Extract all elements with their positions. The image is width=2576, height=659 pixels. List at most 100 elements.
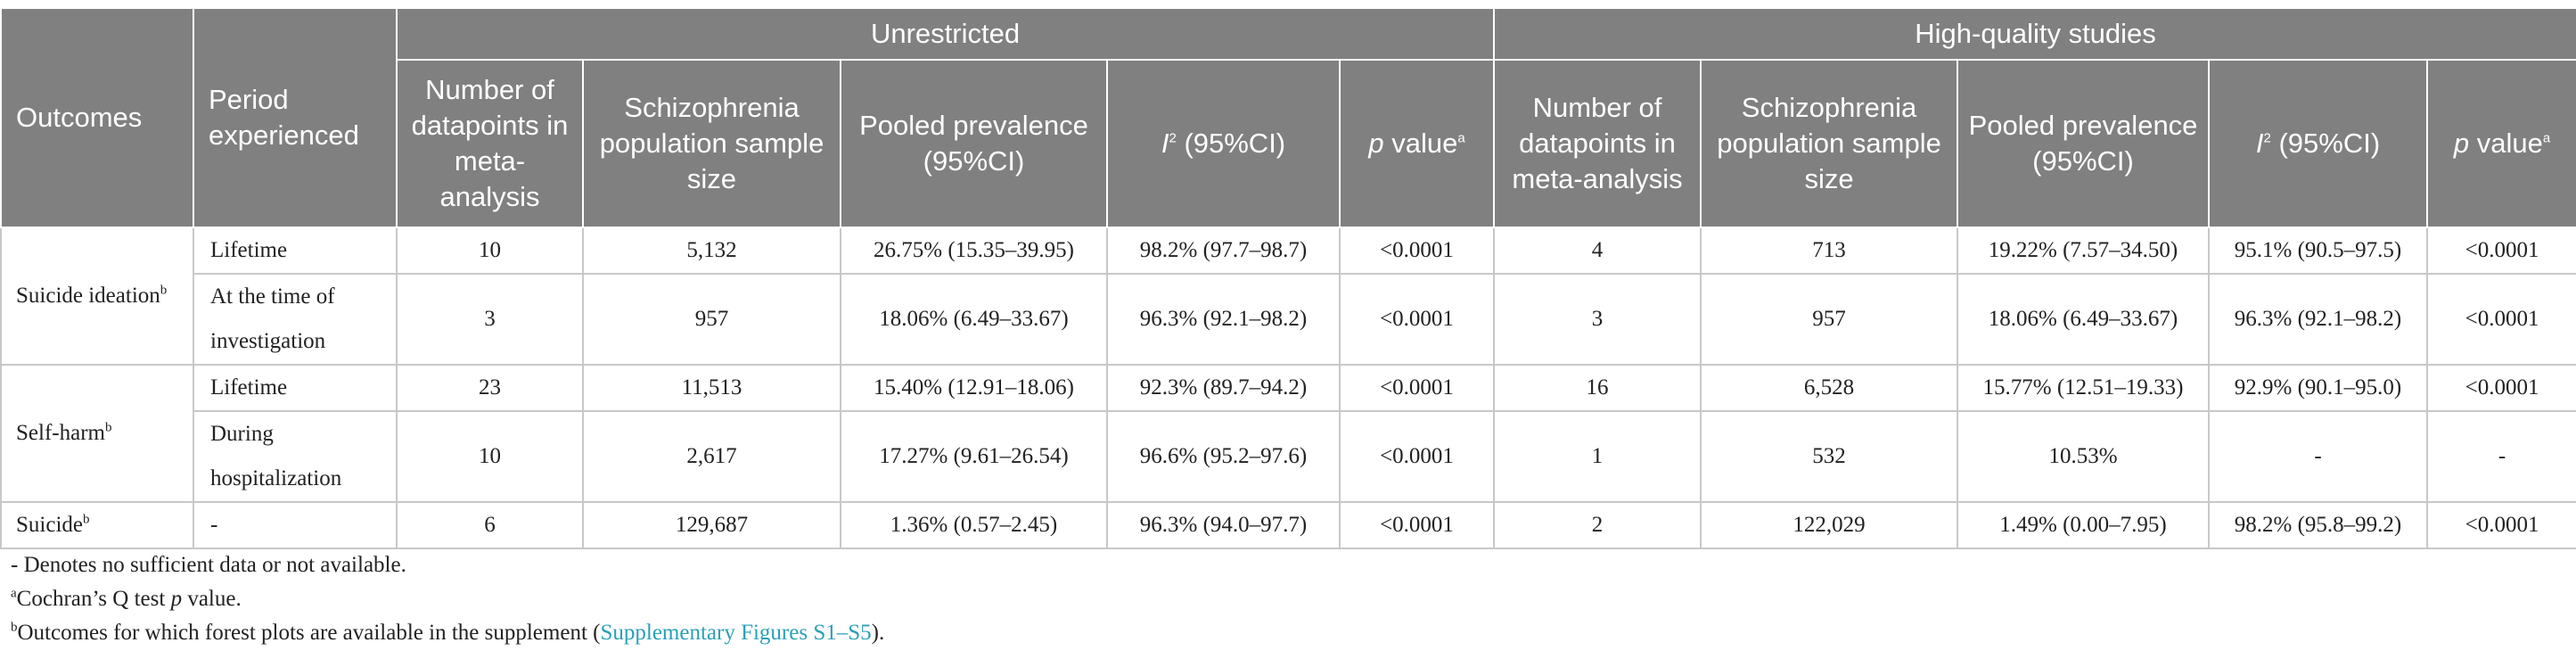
p-letter: p (2453, 128, 2470, 159)
h-datapoints-cell: 2 (1493, 501, 1702, 549)
u-p-cell: <0.0001 (1338, 410, 1496, 503)
footnote-a-pre: Cochran’s Q test (16, 587, 171, 611)
u-pooled-cell: 26.75% (15.35–39.95) (840, 227, 1108, 275)
h-i2-cell: 95.1% (90.5–97.5) (2208, 227, 2429, 275)
i2-sup: 2 (1169, 130, 1177, 146)
outcome-cell: Suicideb (0, 501, 194, 549)
header-h-datapoints: Number of datapoints in meta-analysis (1493, 59, 1702, 228)
u-pooled-cell: 18.06% (6.49–33.67) (840, 273, 1108, 366)
u-pooled-cell: 15.40% (12.91–18.06) (840, 364, 1108, 412)
outcome-cell: Suicide ideationb (0, 227, 194, 366)
h-p-cell: <0.0001 (2426, 501, 2576, 549)
h-datapoints-cell: 16 (1493, 364, 1702, 412)
table-row: During hospitalization 10 2,617 17.27% (… (1, 410, 2576, 503)
h-p-cell: <0.0001 (2426, 227, 2576, 275)
prevalence-table: Outcomes Period experienced Unrestricted… (0, 7, 2576, 549)
table-row: Suicideb - 6 129,687 1.36% (0.57–2.45) 9… (0, 501, 2576, 549)
u-datapoints-cell: 3 (396, 273, 584, 366)
h-p-cell: <0.0001 (2426, 273, 2576, 366)
h-i2-cell: - (2208, 410, 2429, 503)
u-p-cell: <0.0001 (1338, 364, 1496, 412)
u-pooled-cell: 1.36% (0.57–2.45) (840, 501, 1108, 549)
h-datapoints-cell: 1 (1493, 410, 1702, 503)
u-sample-size-cell: 5,132 (582, 227, 841, 275)
outcome-label: Suicide (16, 513, 83, 537)
u-i2-cell: 96.3% (92.1–98.2) (1106, 273, 1341, 366)
p-rest: value (1383, 128, 1458, 159)
h-pooled-cell: 15.77% (12.51–19.33) (1957, 364, 2211, 412)
outcome-sup: b (83, 512, 90, 527)
p-rest: value (2469, 128, 2543, 159)
supplementary-figures-link[interactable]: Supplementary Figures S1–S5 (600, 621, 872, 645)
h-pooled-cell: 18.06% (6.49–33.67) (1957, 273, 2211, 366)
table-body: Suicide ideationb Lifetime 10 5,132 26.7… (0, 227, 2576, 549)
u-sample-size-cell: 957 (582, 273, 841, 366)
h-sample-size-cell: 532 (1700, 410, 1959, 503)
h-sample-size-cell: 122,029 (1700, 501, 1959, 549)
header-u-datapoints: Number of datapoints in meta-analysis (396, 59, 584, 228)
h-pooled-cell: 19.22% (7.57–34.50) (1957, 227, 2211, 275)
header-outcomes: Outcomes (0, 7, 194, 228)
u-i2-cell: 96.6% (95.2–97.6) (1106, 410, 1341, 503)
u-sample-size-cell: 2,617 (582, 410, 841, 503)
footnote-dash: - Denotes no sufficient data or not avai… (11, 553, 406, 577)
h-pooled-cell: 10.53% (1957, 410, 2211, 503)
h-datapoints-cell: 3 (1493, 273, 1702, 366)
u-p-cell: <0.0001 (1338, 501, 1496, 549)
h-i2-cell: 92.9% (90.1–95.0) (2208, 364, 2429, 412)
u-pooled-cell: 17.27% (9.61–26.54) (840, 410, 1108, 503)
table-row: At the time of investigation 3 957 18.06… (1, 273, 2576, 366)
outcome-label: Suicide ideation (16, 284, 160, 308)
period-cell: Lifetime (193, 364, 398, 412)
p-letter: p (1368, 128, 1384, 159)
period-cell: At the time of investigation (193, 273, 398, 366)
u-i2-cell: 98.2% (97.7–98.7) (1106, 227, 1341, 275)
h-p-cell: - (2426, 410, 2576, 503)
header-group-high-quality: High-quality studies (1493, 7, 2576, 61)
u-datapoints-cell: 10 (396, 227, 584, 275)
h-i2-cell: 96.3% (92.1–98.2) (2208, 273, 2429, 366)
outcome-sup: b (104, 420, 112, 435)
i2-sup: 2 (2263, 130, 2271, 146)
footnote-a-italic: p (170, 587, 183, 611)
u-datapoints-cell: 6 (396, 501, 584, 549)
header-period: Period experienced (193, 7, 398, 228)
header-u-pooled: Pooled prevalence (95%CI) (840, 59, 1108, 228)
footnote-b: bOutcomes for which forest plots are ava… (11, 616, 884, 650)
header-h-i2: I2 (95%CI) (2208, 59, 2429, 228)
header-u-sample-size: Schizophrenia population sample size (582, 59, 841, 228)
outcome-label: Self-harm (16, 421, 105, 445)
i2-letter: I (1161, 128, 1169, 159)
footnote-a-sup: a (11, 586, 17, 601)
footnote-b-pre: Outcomes for which forest plots are avai… (17, 621, 601, 645)
table-row: Self-harmb Lifetime 23 11,513 15.40% (12… (0, 364, 2576, 503)
header-h-sample-size: Schizophrenia population sample size (1700, 59, 1959, 228)
header-row-columns: Number of datapoints in meta-analysis Sc… (1, 59, 2576, 228)
table-container: Outcomes Period experienced Unrestricted… (0, 7, 2576, 549)
p-sup: a (1457, 130, 1465, 146)
footnote-a-post: value. (182, 587, 242, 611)
outcome-cell: Self-harmb (0, 364, 194, 503)
u-p-cell: <0.0001 (1338, 273, 1496, 366)
u-p-cell: <0.0001 (1338, 227, 1496, 275)
u-i2-cell: 96.3% (94.0–97.7) (1106, 501, 1341, 549)
header-group-unrestricted: Unrestricted (395, 7, 1496, 61)
period-cell: - (193, 501, 398, 549)
header-h-pooled: Pooled prevalence (95%CI) (1957, 59, 2211, 228)
u-datapoints-cell: 23 (396, 364, 584, 412)
p-sup: a (2542, 130, 2551, 146)
header-h-p-value: p valuea (2426, 59, 2576, 228)
table-row: Suicide ideationb Lifetime 10 5,132 26.7… (0, 227, 2576, 366)
i2-letter: I (2255, 128, 2264, 159)
h-datapoints-cell: 4 (1493, 227, 1702, 275)
header-u-p-value: p valuea (1338, 59, 1496, 228)
h-sample-size-cell: 957 (1700, 273, 1959, 366)
footnote-b-sup: b (11, 620, 18, 635)
footnote-b-post: ). (871, 621, 885, 645)
i2-rest: (95%CI) (1176, 128, 1286, 159)
table-footnotes: - Denotes no sufficient data or not avai… (11, 548, 884, 650)
table-header: Outcomes Period experienced Unrestricted… (0, 7, 2576, 228)
h-i2-cell: 98.2% (95.8–99.2) (2208, 501, 2429, 549)
period-cell: Lifetime (193, 227, 398, 275)
outcome-sup: b (160, 283, 168, 298)
